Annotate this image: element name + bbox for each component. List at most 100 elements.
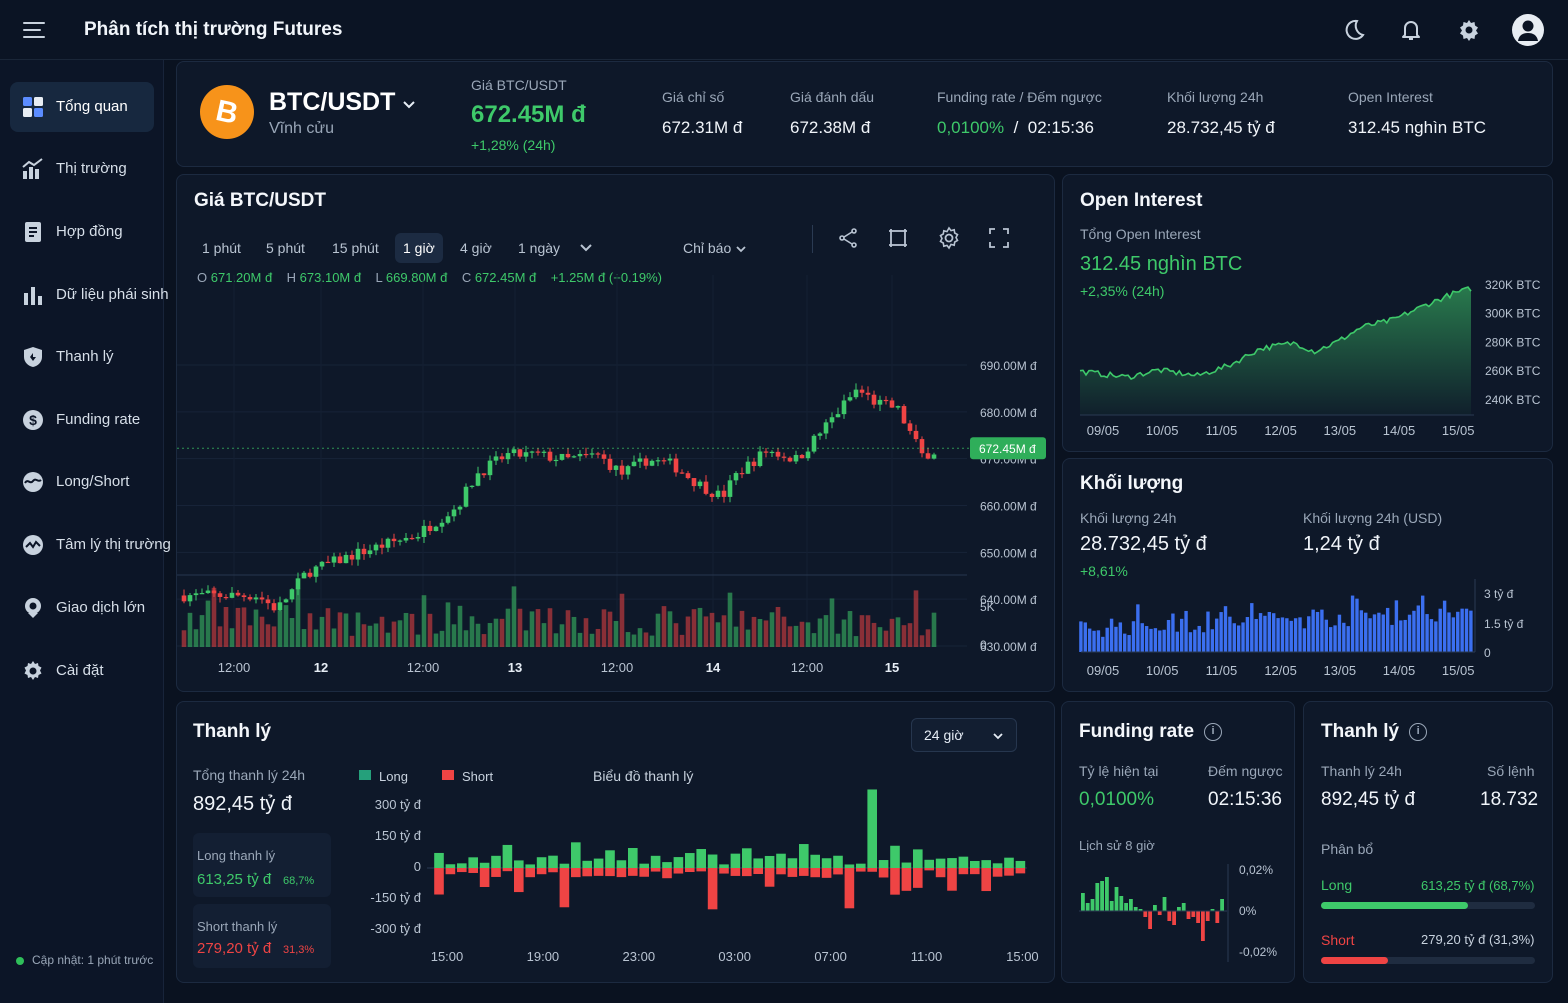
liq-long-bar [650, 855, 661, 868]
hamburger-menu-icon[interactable] [22, 18, 46, 42]
update-text: Cập nhật: 1 phút trước [32, 953, 154, 967]
candle-body [835, 414, 841, 418]
liq-long-bar [799, 844, 809, 868]
chart-settings-icon[interactable] [937, 226, 961, 250]
symbol-selector[interactable]: BTC/USDT [269, 88, 416, 117]
indicator-dropdown[interactable]: Chỉ báo [675, 233, 755, 263]
volume-bar [1333, 625, 1337, 652]
sentiment-icon [23, 535, 43, 555]
ohlc-o-label: O [197, 270, 208, 285]
volume-bar [1127, 635, 1131, 652]
sidebar-item-large-trades[interactable]: Giao dịch lớn [10, 583, 154, 633]
dark-mode-icon[interactable] [1339, 16, 1367, 44]
candle-body [433, 526, 439, 532]
sidebar-item-funding[interactable]: $ Funding rate [10, 395, 154, 445]
volume-bar [919, 635, 925, 647]
funding-negative-bar [1172, 911, 1176, 925]
candle-body [403, 537, 409, 541]
candle-body [865, 392, 871, 395]
volume-bar [853, 636, 859, 647]
timeframe-4h[interactable]: 4 giờ [460, 240, 492, 256]
sidebar-item-long-short[interactable]: Long/Short [10, 457, 154, 507]
long-liq-value: 613,25 tỷ đ [197, 871, 272, 888]
candle-body [799, 454, 805, 459]
open-interest-chart[interactable]: 320K BTC 300K BTC 280K BTC 260K BTC 240K BTC… [1063, 265, 1553, 452]
volume-bar [577, 632, 583, 647]
sidebar-item-sentiment[interactable]: Tâm lý thị trường [10, 520, 171, 570]
liq-long-bar [913, 849, 923, 868]
timeframe-more-chevron-icon[interactable] [579, 243, 593, 253]
volume-bar [193, 629, 199, 647]
sidebar-item-liquidation[interactable]: Thanh lý [10, 332, 154, 382]
x-tick-label: 12:00 [218, 660, 251, 675]
short-bar-fill [1321, 957, 1388, 964]
sidebar-item-label: Thị trường [56, 160, 127, 177]
timeframe-15m[interactable]: 15 phút [332, 240, 379, 256]
candle-body [925, 453, 931, 459]
funding-positive-bar [1081, 893, 1085, 911]
liq-long-bar [525, 864, 535, 868]
volume-bar [847, 611, 853, 647]
volume-bar [1131, 621, 1136, 652]
volume-bar [1223, 606, 1228, 652]
funding-negative-bar [1167, 911, 1172, 921]
liq-short-bar [958, 868, 969, 875]
volume-bar [493, 618, 499, 647]
dist-short-value: 279,20 tỷ đ (31,3%) [1421, 932, 1535, 947]
volume-bar [1245, 617, 1250, 652]
candle-body [415, 536, 421, 539]
liq-long-bar [707, 854, 718, 868]
liq-short-bar [559, 868, 570, 908]
volume-bar [529, 611, 535, 647]
candle-body [805, 451, 811, 459]
liq-short-bar [479, 868, 490, 888]
candle-body [883, 399, 889, 402]
funding-title-text: Funding rate [1079, 721, 1195, 742]
candle-body [307, 572, 313, 577]
volume-chart[interactable]: 3 tỷ đ 1.5 tỷ đ 0 09/05 10/05 11/05 12/05 13/05… [1063, 579, 1553, 692]
timeframe-1m[interactable]: 1 phút [202, 240, 241, 256]
funding-negative-bar [1186, 911, 1191, 919]
candle-body [769, 451, 775, 454]
fullscreen-icon[interactable] [988, 227, 1010, 249]
period-select[interactable]: 24 giờ [911, 718, 1017, 752]
candle-body [811, 435, 817, 452]
liq-long-bar [673, 857, 684, 868]
volume-bar [1105, 627, 1109, 652]
settings-gear-icon[interactable] [1455, 16, 1483, 44]
bell-icon[interactable] [1397, 16, 1425, 44]
share-icon[interactable] [837, 227, 859, 249]
funding-history-chart[interactable]: 0,02% 0% -0,02% [1062, 852, 1295, 983]
ticker-panel: B BTC/USDT Vĩnh cửu Giá BTC/USDT 672.45M… [176, 61, 1553, 167]
volume-bar [391, 621, 397, 647]
user-avatar[interactable] [1512, 14, 1544, 46]
volume-bar [649, 635, 655, 647]
liq-long-bar [548, 855, 558, 868]
volume-bar [1096, 630, 1101, 652]
timeframe-5m[interactable]: 5 phút [266, 240, 305, 256]
sidebar-item-label: Funding rate [56, 411, 141, 428]
sidebar-item-contracts[interactable]: Hợp đồng [10, 207, 154, 257]
open-interest-label: Open Interest [1348, 89, 1433, 105]
volume-bar [475, 623, 481, 647]
candle-body [391, 538, 397, 542]
sidebar-item-overview[interactable]: Tổng quan [10, 82, 154, 132]
volume-bar [907, 623, 913, 647]
funding-negative-bar [1148, 911, 1152, 929]
candle-body [283, 599, 289, 603]
info-icon[interactable]: i [1409, 722, 1428, 741]
volume-bar [229, 628, 235, 647]
info-icon[interactable]: i [1204, 722, 1223, 741]
sidebar-item-market[interactable]: Thị trường [10, 144, 154, 194]
crop-icon[interactable] [887, 227, 909, 249]
timeframe-1d[interactable]: 1 ngày [518, 240, 561, 256]
liquidation-chart[interactable]: 300 tỷ đ 150 tỷ đ 0 -150 tỷ đ -300 tỷ đ 15:00… [347, 787, 1055, 983]
sidebar-item-settings[interactable]: Cài đặt [10, 646, 154, 696]
x-tick-label: 15:00 [431, 949, 464, 964]
timeframe-1h[interactable]: 1 giờ [395, 233, 443, 263]
liq-long-bar [639, 863, 649, 868]
volume-bar [223, 607, 229, 647]
volume-bar [727, 592, 733, 647]
sidebar-item-derivatives[interactable]: Dữ liệu phái sinh [10, 270, 169, 320]
